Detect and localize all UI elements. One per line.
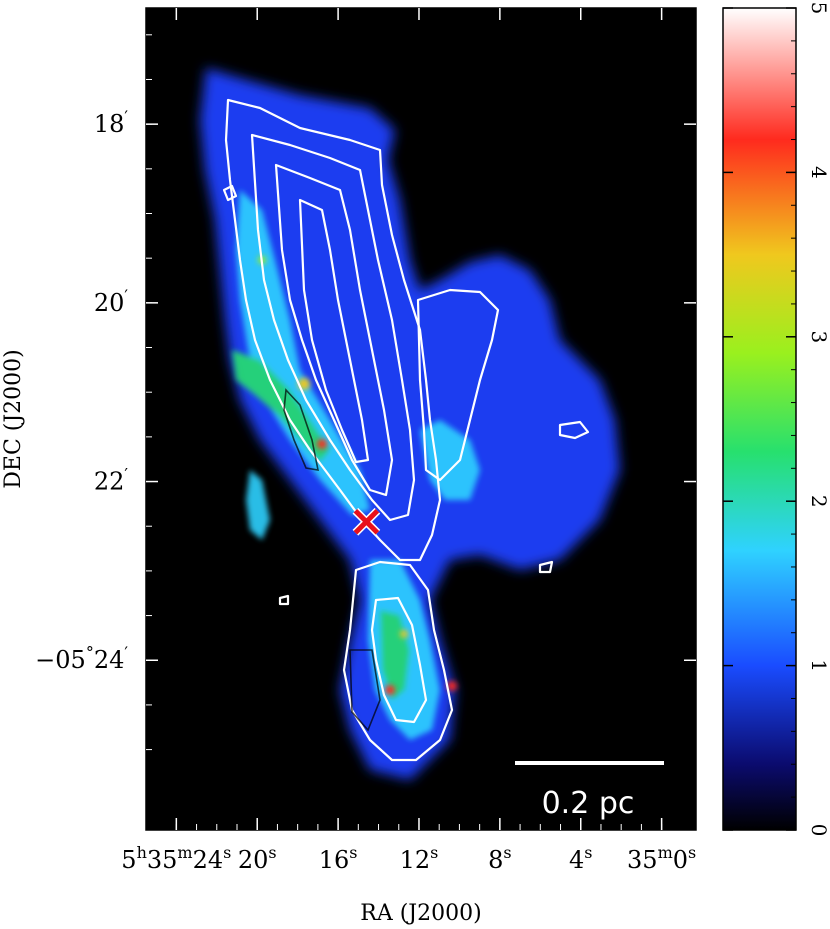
x-tick-label: 8s: [488, 843, 512, 874]
colorbar-tick-label: 5: [807, 2, 830, 15]
emission-map: [200, 68, 620, 780]
hot-spot: [317, 439, 327, 449]
y-axis-title: DEC (J2000): [1, 349, 26, 489]
x-tick-label: 20s: [238, 843, 277, 874]
emission-rim-green: [232, 350, 330, 462]
y-tick-label: 22′: [94, 465, 129, 496]
colorbar-axis: 0 1 2 3 4 5: [723, 2, 830, 837]
contours-dark: [283, 388, 381, 732]
colorbar-tick-label: 3: [807, 330, 830, 343]
marker-stroke: [353, 508, 380, 535]
x-tick-label: 12s: [400, 843, 439, 874]
source-marker: [352, 507, 381, 536]
hot-spot: [400, 630, 408, 638]
scale-bar-label: 0.2 pc: [542, 786, 635, 821]
y-tick-label: −05°24′: [35, 643, 128, 674]
x-axis-title: RA (J2000): [360, 901, 481, 926]
x-tick-label: 35m0s: [627, 843, 696, 874]
contours: [222, 98, 590, 762]
x-tick-label: 5h35m24s: [121, 843, 231, 874]
y-tick-label: 20′: [94, 286, 129, 317]
hot-spot: [447, 681, 457, 691]
x-tick-label: 4s: [569, 843, 593, 874]
colorbar-tick-label: 4: [807, 166, 830, 179]
plot-frame: [145, 7, 697, 831]
hot-spot: [385, 685, 395, 695]
x-axis: 5h35m24s 20s 16s 12s 8s 4s 35m0s: [121, 8, 696, 874]
y-tick-label: 18′: [94, 107, 129, 138]
y-axis: 18′ 20′ 22′ −05°24′: [35, 34, 696, 751]
emission-rim-west: [236, 190, 370, 515]
colorbar: [722, 7, 797, 831]
colorbar-tick-label: 1: [807, 659, 830, 672]
emission-west-blob: [246, 470, 270, 540]
colorbar-tick-label: 2: [807, 495, 830, 508]
colorbar-tick-label: 0: [807, 824, 830, 837]
x-tick-label: 16s: [319, 843, 358, 874]
